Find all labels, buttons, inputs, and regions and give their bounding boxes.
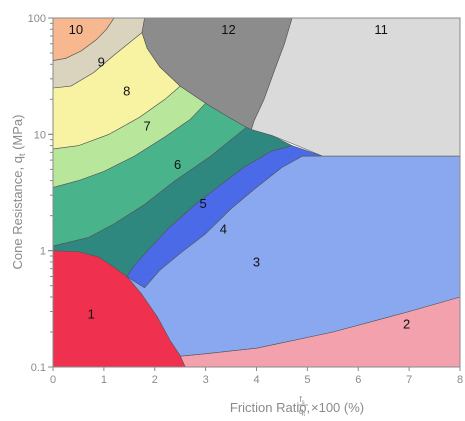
x-tick-label: 2 — [152, 374, 158, 386]
x-tick-label: 3 — [203, 374, 209, 386]
zone-10-label: 10 — [69, 22, 83, 37]
zone-4-label: 4 — [220, 222, 227, 237]
zone-1-area — [53, 250, 186, 367]
zone-2-label: 2 — [403, 316, 410, 331]
x-tick-label: 4 — [253, 374, 259, 386]
x-axis-title: Friction Ratio, — [230, 400, 310, 415]
zone-6-label: 6 — [174, 157, 181, 172]
x-axis-fraction-denominator: qt — [299, 407, 305, 418]
y-axis-title: Cone Resistance, qt (MPa) — [10, 115, 27, 270]
x-axis-title-prefix: Friction Ratio, — [230, 400, 310, 415]
x-tick-label: 8 — [457, 374, 463, 386]
zone-10-area — [53, 18, 115, 61]
zone-9-label: 9 — [98, 54, 105, 69]
x-tick-label: 5 — [304, 374, 310, 386]
x-axis-title-suffix: ×100 (%) — [311, 400, 364, 415]
x-axis-fraction-numerator: fs — [299, 395, 304, 406]
zones-layer — [53, 18, 460, 367]
zone-11-label: 11 — [374, 22, 388, 37]
y-tick-label: 1 — [40, 246, 46, 258]
zone-1-label: 1 — [88, 306, 95, 321]
y-tick-label: 100 — [28, 13, 46, 25]
zone-12-label: 12 — [221, 22, 235, 37]
y-tick-label: 0.1 — [31, 362, 46, 374]
zone-11-area — [251, 18, 460, 157]
x-tick-label: 0 — [50, 374, 56, 386]
x-tick-label: 6 — [355, 374, 361, 386]
y-tick-label: 10 — [34, 129, 46, 141]
x-axis-title-fraction: fs qt — [297, 395, 308, 418]
x-tick-label: 7 — [406, 374, 412, 386]
x-tick-label: 1 — [101, 374, 107, 386]
zone-3-label: 3 — [253, 255, 260, 270]
zone-5-label: 5 — [199, 196, 206, 211]
zone-7-label: 7 — [143, 119, 150, 134]
zone-8-label: 8 — [123, 84, 130, 99]
